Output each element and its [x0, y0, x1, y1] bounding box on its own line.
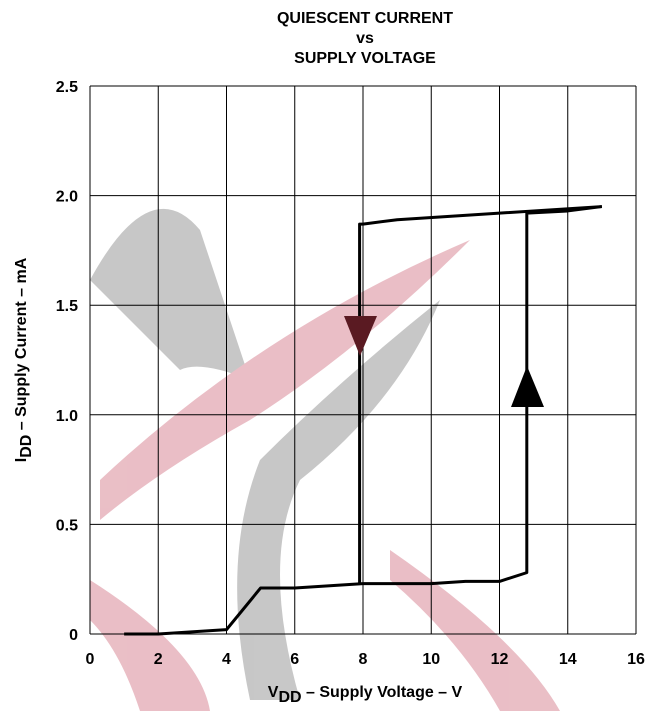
y-label-symbol: I	[13, 458, 30, 462]
x-label-text: – Supply Voltage – V	[302, 684, 463, 701]
data-line	[358, 205, 602, 584]
x-tick-label: 0	[86, 651, 95, 668]
x-tick-label: 10	[422, 651, 440, 668]
y-tick-label: 1.0	[56, 408, 78, 425]
y-tick-label: 0.5	[56, 517, 78, 534]
x-label-subscript: DD	[278, 689, 301, 706]
direction-arrow	[344, 316, 377, 356]
x-tick-label: 12	[491, 651, 509, 668]
y-label-text: – Supply Current – mA	[13, 257, 30, 434]
x-tick-label: 16	[627, 651, 645, 668]
y-tick-label: 2.0	[56, 189, 78, 206]
x-label-symbol: V	[268, 684, 279, 701]
watermark	[90, 208, 560, 711]
direction-arrow	[511, 366, 544, 407]
y-axis-label: IDD – Supply Current – mA	[13, 257, 35, 462]
data-line	[124, 205, 603, 636]
y-tick-label: 1.5	[56, 298, 78, 315]
y-tick-label: 0	[69, 627, 78, 644]
x-tick-label: 4	[222, 651, 231, 668]
x-tick-label: 14	[559, 651, 577, 668]
y-label-subscript: DD	[18, 435, 35, 458]
x-axis-label: VDD – Supply Voltage – V	[268, 684, 463, 706]
x-tick-label: 8	[359, 651, 368, 668]
y-tick-label: 2.5	[56, 79, 78, 96]
x-tick-label: 6	[290, 651, 299, 668]
chart-title: SUPPLY VOLTAGE	[294, 50, 436, 67]
x-tick-label: 2	[154, 651, 163, 668]
chart-title: vs	[356, 30, 374, 47]
chart-title: QUIESCENT CURRENT	[277, 10, 453, 27]
